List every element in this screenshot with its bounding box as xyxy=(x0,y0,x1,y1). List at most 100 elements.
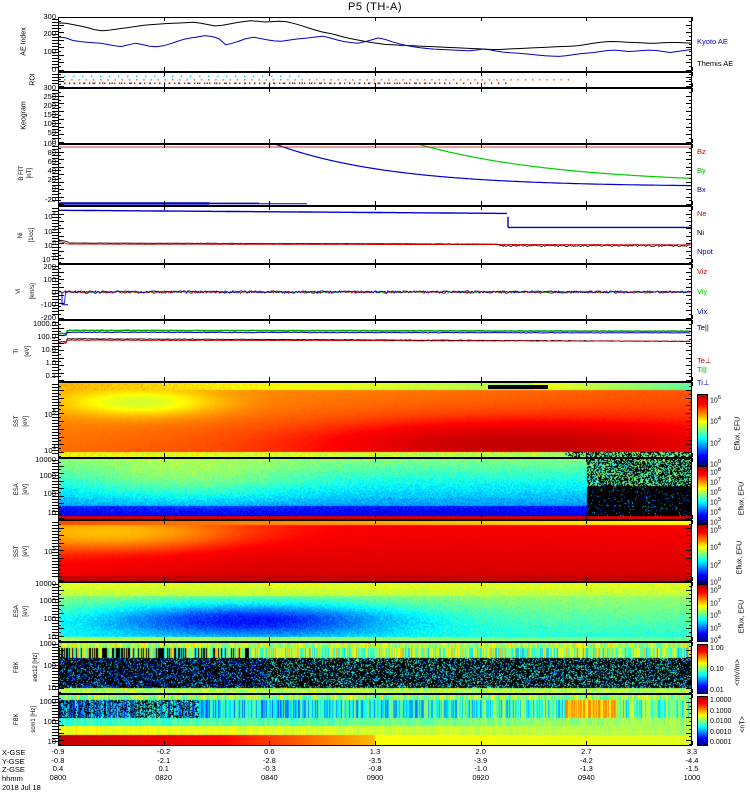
x-tick xyxy=(375,377,376,381)
y-tick xyxy=(58,66,61,67)
x-tick xyxy=(269,320,270,324)
y-tick xyxy=(689,625,692,626)
x-tick xyxy=(164,320,165,324)
y-tick xyxy=(689,402,692,403)
y-tick xyxy=(686,550,692,551)
y-tick xyxy=(58,576,61,577)
y-tick xyxy=(58,365,64,366)
panel-ae-index xyxy=(58,17,692,72)
y-tick xyxy=(686,518,692,519)
x-tick xyxy=(269,741,270,745)
y-tick xyxy=(686,665,692,666)
y-tick xyxy=(689,193,692,194)
y-tick xyxy=(58,339,61,340)
ylabel-esa-electron: ESA xyxy=(14,596,21,626)
y-tick xyxy=(689,448,692,449)
y-tick xyxy=(686,119,692,120)
legend-npot: Npot xyxy=(697,248,713,256)
y-tick xyxy=(58,598,64,599)
y-tick xyxy=(58,214,64,215)
y-tick xyxy=(58,84,61,85)
y-tick xyxy=(689,36,692,37)
y-tick xyxy=(689,507,692,508)
ylabel-fbk-bfield: FBK xyxy=(14,704,21,734)
y-tick xyxy=(58,310,64,311)
legend-by: By xyxy=(697,167,706,175)
y-axis-tick-band xyxy=(52,384,58,455)
x-tick xyxy=(269,259,270,263)
y-tick xyxy=(686,167,692,168)
ylabel-sst-ion: SST xyxy=(14,406,21,436)
y-tick xyxy=(686,287,692,288)
y-tick xyxy=(58,503,64,504)
x-tick xyxy=(586,642,587,646)
y-tick xyxy=(686,214,692,215)
page-title: P5 (TH-A) xyxy=(0,1,750,13)
y-tick xyxy=(686,740,692,741)
y-tick xyxy=(689,163,692,164)
colorbar-sst-ion xyxy=(697,394,708,466)
x-tick xyxy=(481,515,482,519)
y-tick xyxy=(689,462,692,463)
x-tick xyxy=(375,458,376,462)
y-tick xyxy=(58,255,61,256)
y-tick xyxy=(58,518,64,519)
x-tick xyxy=(269,17,270,21)
y-tick xyxy=(686,437,692,438)
x-tick xyxy=(586,453,587,457)
x-tick xyxy=(269,264,270,268)
y-tick xyxy=(58,217,61,218)
y-tick xyxy=(58,642,64,643)
y-tick xyxy=(58,225,61,226)
y-tick xyxy=(686,717,692,718)
y-tick xyxy=(58,228,64,229)
y-tick xyxy=(689,569,692,570)
y-tick xyxy=(686,134,692,135)
y-tick xyxy=(58,654,61,655)
y-tick xyxy=(689,706,692,707)
y-tick xyxy=(58,440,61,441)
y-tick xyxy=(58,582,64,583)
y-tick xyxy=(58,119,64,120)
y-tick xyxy=(689,21,692,22)
y-axis-tick-band xyxy=(52,460,58,517)
y-tick xyxy=(689,44,692,45)
y-tick xyxy=(58,204,64,205)
y-tick xyxy=(686,613,692,614)
cb-esa-electron-tick: 107 xyxy=(710,598,721,607)
spectrogram-esa-ion xyxy=(59,459,691,519)
y-axis-tick-band xyxy=(52,584,58,639)
x-tick xyxy=(164,515,165,519)
y-tick xyxy=(58,272,64,273)
ylabel-ae-index: AE Index xyxy=(21,14,28,70)
panel-fbk-bfield xyxy=(58,694,692,746)
y-tick xyxy=(58,390,64,391)
x-tick xyxy=(481,88,482,92)
x-tick xyxy=(269,637,270,641)
y-tick xyxy=(58,573,64,574)
x-tick xyxy=(269,139,270,143)
yunits-fbk-bfield: scm1 [Hz] xyxy=(31,696,38,742)
x-tick xyxy=(586,515,587,519)
colorbar-fbk-bfield xyxy=(697,696,708,746)
y-tick xyxy=(58,511,64,512)
yunits-vi: [km/s] xyxy=(30,269,37,313)
y-tick xyxy=(58,673,64,674)
x-tick xyxy=(269,642,270,646)
y-tick xyxy=(686,350,692,351)
y-tick xyxy=(58,170,61,171)
y-tick xyxy=(58,295,64,296)
y-tick xyxy=(58,17,64,18)
y-tick xyxy=(689,394,692,395)
x-tick xyxy=(586,206,587,210)
x-tick xyxy=(586,741,587,745)
y-tick xyxy=(686,709,692,710)
y-tick xyxy=(686,96,692,97)
y-tick xyxy=(686,103,692,104)
x-tick xyxy=(269,694,270,698)
x-tick xyxy=(164,520,165,524)
y-axis-tick-band xyxy=(52,208,58,261)
y-tick xyxy=(58,514,61,515)
yunits-sst-ion: [eV] xyxy=(23,405,30,437)
x-tick xyxy=(375,582,376,586)
